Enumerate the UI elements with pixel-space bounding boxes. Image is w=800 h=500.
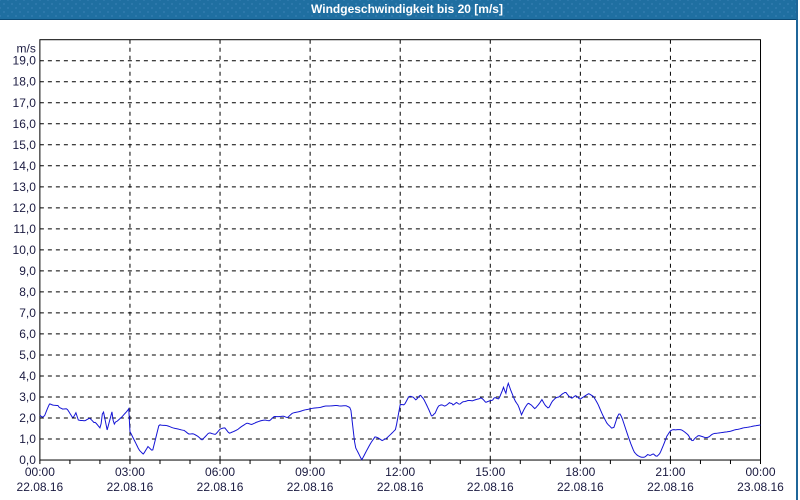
svg-text:06:00: 06:00 [205,465,235,479]
svg-text:3,0: 3,0 [19,390,36,404]
svg-text:1,0: 1,0 [19,432,36,446]
svg-text:18,0: 18,0 [13,75,37,89]
svg-text:12:00: 12:00 [385,465,415,479]
svg-text:8,0: 8,0 [19,285,36,299]
svg-text:22.08.16: 22.08.16 [287,480,334,494]
svg-text:17,0: 17,0 [13,96,37,110]
svg-text:16,0: 16,0 [13,117,37,131]
svg-text:22.08.16: 22.08.16 [647,480,694,494]
svg-text:09:00: 09:00 [295,465,325,479]
svg-text:22.08.16: 22.08.16 [377,480,424,494]
svg-text:6,0: 6,0 [19,327,36,341]
svg-text:22.08.16: 22.08.16 [557,480,604,494]
svg-text:m/s: m/s [17,42,36,56]
svg-text:14,0: 14,0 [13,159,37,173]
svg-text:15,0: 15,0 [13,138,37,152]
svg-text:2,0: 2,0 [19,411,36,425]
svg-text:00:00: 00:00 [25,465,55,479]
svg-text:22.08.16: 22.08.16 [197,480,244,494]
svg-text:21:00: 21:00 [655,465,685,479]
svg-text:9,0: 9,0 [19,264,36,278]
svg-text:18:00: 18:00 [565,465,595,479]
svg-text:03:00: 03:00 [115,465,145,479]
svg-text:7,0: 7,0 [19,306,36,320]
svg-text:5,0: 5,0 [19,348,36,362]
svg-text:22.08.16: 22.08.16 [467,480,514,494]
svg-text:13,0: 13,0 [13,180,37,194]
svg-text:00:00: 00:00 [745,465,775,479]
svg-text:11,0: 11,0 [13,222,36,236]
svg-text:22.08.16: 22.08.16 [17,480,64,494]
svg-text:4,0: 4,0 [19,369,36,383]
svg-text:22.08.16: 22.08.16 [107,480,154,494]
svg-text:12,0: 12,0 [13,201,37,215]
svg-text:10,0: 10,0 [13,243,37,257]
svg-text:23.08.16: 23.08.16 [737,480,784,494]
svg-text:15:00: 15:00 [475,465,505,479]
svg-text:19,0: 19,0 [13,54,37,68]
